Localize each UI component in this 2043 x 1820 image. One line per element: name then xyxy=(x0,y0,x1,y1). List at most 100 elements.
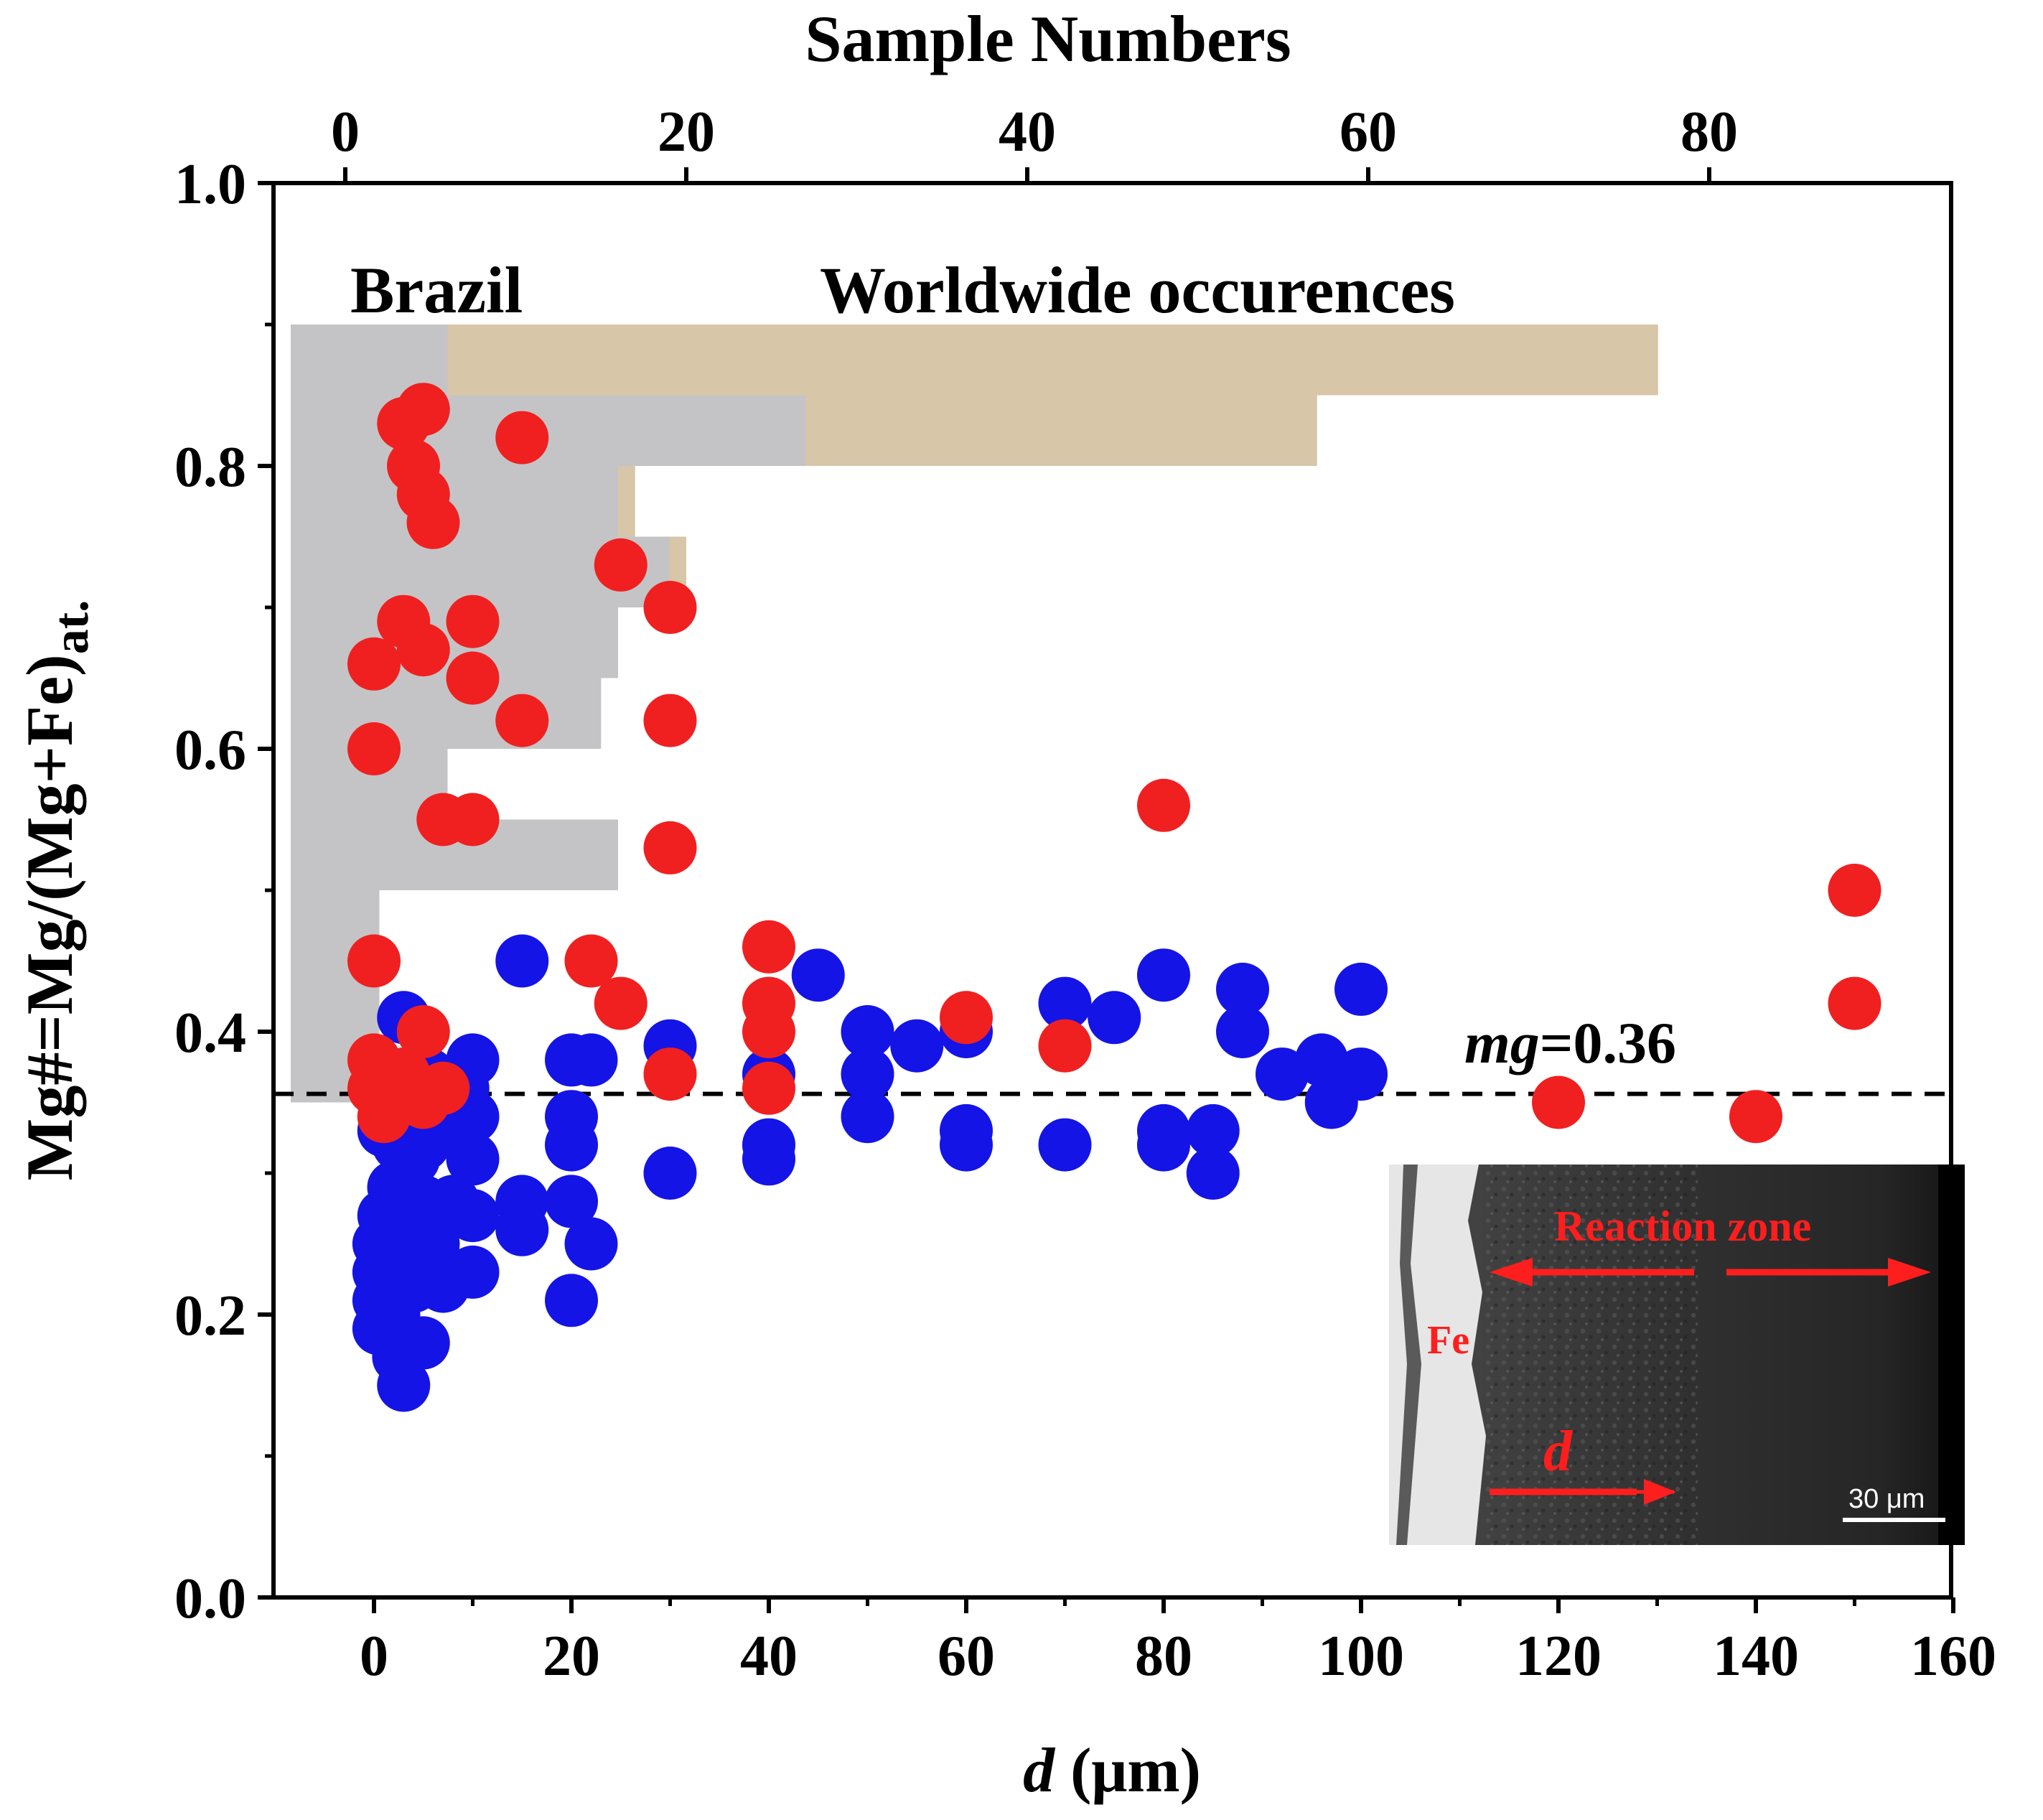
top-x-tick-label: 0 xyxy=(331,101,360,164)
data-point-red xyxy=(347,934,401,988)
inset-grain-texture xyxy=(1482,1165,1698,1545)
data-point-red xyxy=(495,411,549,465)
data-point-blue xyxy=(396,1316,450,1370)
histogram-label-worldwide: Worldwide occurences xyxy=(820,253,1455,327)
data-point-blue xyxy=(545,1118,598,1172)
data-point-red xyxy=(446,594,500,648)
data-point-blue xyxy=(1137,948,1190,1002)
top-x-tick-label: 80 xyxy=(1680,101,1738,164)
data-point-blue xyxy=(940,1118,993,1172)
histogram-label-brazil: Brazil xyxy=(350,253,523,327)
data-point-red xyxy=(396,1005,450,1058)
x-tick-label: 20 xyxy=(543,1625,600,1688)
y-tick-label: 1.0 xyxy=(174,153,246,216)
data-point-blue xyxy=(1216,962,1269,1016)
reference-line-label-italic: mg xyxy=(1464,1010,1540,1075)
x-tick-label: 120 xyxy=(1515,1625,1602,1688)
data-point-blue xyxy=(446,1245,500,1299)
top-axis-title: Sample Numbers xyxy=(805,2,1291,75)
data-point-red xyxy=(1038,1019,1092,1073)
y-tick-label: 0.8 xyxy=(174,436,246,499)
inset-reaction-zone-label: Reaction zone xyxy=(1554,1203,1811,1250)
data-point-blue xyxy=(841,1005,894,1058)
histogram-bar-brazil xyxy=(291,395,806,466)
data-point-red xyxy=(742,1005,795,1058)
data-point-red xyxy=(446,793,500,846)
y-tick-label: 0.4 xyxy=(174,1002,246,1065)
data-point-blue xyxy=(446,1189,500,1243)
top-x-tick-label: 20 xyxy=(658,101,715,164)
y-axis-title-subscript: at. xyxy=(44,599,99,654)
data-point-blue xyxy=(1216,1005,1269,1058)
y-axis-title-main: Mg#=Mg/(Mg+Fe) xyxy=(13,654,86,1180)
y-tick-label: 0.0 xyxy=(174,1567,246,1630)
data-point-blue xyxy=(1137,1118,1190,1172)
data-point-blue xyxy=(841,1090,894,1144)
x-axis-title-unit: (μm) xyxy=(1055,1736,1201,1806)
data-point-blue xyxy=(545,1175,598,1228)
data-point-blue xyxy=(1186,1147,1240,1200)
data-point-blue xyxy=(742,1132,795,1186)
inset-crack xyxy=(1396,1165,1421,1545)
data-point-red xyxy=(940,991,993,1045)
y-tick-label: 0.6 xyxy=(174,719,246,782)
y-tick-label: 0.2 xyxy=(174,1284,246,1348)
data-point-red xyxy=(396,383,450,437)
inset-scale-bar-label: 30 μm xyxy=(1848,1484,1925,1514)
data-point-red xyxy=(406,495,460,549)
x-tick-label: 160 xyxy=(1910,1625,1996,1688)
data-point-red xyxy=(1828,976,1881,1030)
x-tick-label: 60 xyxy=(938,1625,995,1688)
data-point-red xyxy=(643,821,697,874)
reference-line-label: mg=0.36 xyxy=(1464,1010,1676,1075)
inset-d-label: d xyxy=(1543,1420,1573,1483)
data-point-red xyxy=(347,722,401,775)
data-point-blue xyxy=(643,1147,697,1200)
x-tick-label: 40 xyxy=(740,1625,798,1688)
histogram-bar-brazil xyxy=(291,678,602,749)
data-point-blue xyxy=(1186,1103,1240,1157)
data-point-blue xyxy=(446,1132,500,1186)
data-point-red xyxy=(446,651,500,705)
data-point-blue xyxy=(377,1358,431,1412)
top-x-tick-label: 60 xyxy=(1340,101,1397,164)
data-point-blue xyxy=(841,1047,894,1101)
data-point-blue xyxy=(791,948,845,1002)
axis-layer: 0 20 40 60 80 100 120 140 160 0 20 40 60 80 0.0 0.2 0.4 0… xyxy=(174,101,1996,1688)
data-point-red xyxy=(416,1061,470,1115)
data-point-red xyxy=(396,623,450,677)
x-tick-label: 0 xyxy=(360,1625,388,1688)
data-point-red xyxy=(1729,1090,1782,1144)
data-point-blue xyxy=(1334,1047,1388,1101)
data-point-red xyxy=(594,538,648,592)
data-point-red xyxy=(742,920,795,974)
data-point-red xyxy=(1828,864,1881,917)
points-layer xyxy=(347,383,1881,1412)
x-tick-label: 100 xyxy=(1318,1625,1404,1688)
x-tick-label: 140 xyxy=(1713,1625,1799,1688)
x-tick-label: 80 xyxy=(1135,1625,1192,1688)
data-point-red xyxy=(594,976,648,1030)
data-point-blue xyxy=(495,1203,549,1256)
data-point-blue xyxy=(545,1274,598,1327)
data-point-red xyxy=(1137,778,1190,832)
data-point-blue xyxy=(495,934,549,988)
top-x-tick-label: 40 xyxy=(999,101,1056,164)
data-point-blue xyxy=(564,1033,618,1087)
data-point-blue xyxy=(1088,991,1141,1045)
data-point-blue xyxy=(1038,1118,1092,1172)
data-point-blue xyxy=(1038,976,1092,1030)
data-point-blue xyxy=(564,1217,618,1271)
data-point-red xyxy=(643,694,697,747)
data-point-red xyxy=(347,637,401,691)
data-point-red xyxy=(1532,1075,1585,1129)
reference-line-label-value: =0.36 xyxy=(1540,1010,1676,1075)
histogram-bar-worldwide xyxy=(291,325,1658,396)
x-axis-title-symbol: d xyxy=(1023,1736,1056,1806)
inset-d-arrow xyxy=(1490,1479,1680,1505)
data-point-red xyxy=(742,1061,795,1115)
y-axis-title: Mg#=Mg/(Mg+Fe)at. xyxy=(13,599,99,1180)
data-point-red xyxy=(495,694,549,747)
